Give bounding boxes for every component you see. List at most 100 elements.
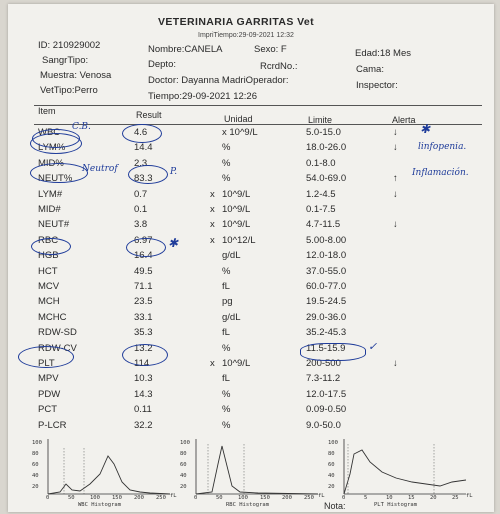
handwritten-wbc-note: C.B. xyxy=(72,122,91,132)
reference-limit: 4.7-11.5 xyxy=(306,219,341,231)
result-value: 0.1 xyxy=(134,204,148,215)
histogram-y-tick: 60 xyxy=(180,462,187,468)
reference-limit: 200-500 xyxy=(306,358,341,369)
unit-multiplier: x xyxy=(210,204,215,215)
table-row: HCT 49.5% 37.0-55.0 xyxy=(8,266,494,281)
histogram-x-tick: 100 xyxy=(238,495,248,501)
result-value: 23.5 xyxy=(134,296,153,308)
histogram-title: RBC Histogram xyxy=(226,502,270,508)
unit-value: 10^9/L xyxy=(222,358,251,369)
reference-limit: 37.0-55.0 xyxy=(306,265,347,277)
result-value: 49.5 xyxy=(134,265,153,277)
reference-limit: 18.0-26.0 xyxy=(306,142,347,154)
unit-value: 10^9/L xyxy=(222,204,251,215)
lym-circle xyxy=(30,133,82,154)
handwritten-check: ✓ xyxy=(368,340,378,353)
rbc-histogram xyxy=(195,439,319,495)
vet-type: VetTipo:Perro xyxy=(40,85,98,96)
table-row: HGB 16.4 g/dL 12.0-18.0 xyxy=(8,250,494,265)
alert-flag: ↓ xyxy=(393,127,398,138)
handwritten-star-wbc: ✱ xyxy=(420,122,431,136)
unit-multiplier: x xyxy=(210,358,215,369)
table-row: RBC 6.97 x 10^12/L 5.00-8.00 xyxy=(8,235,494,250)
histogram-x-unit: fL xyxy=(466,493,473,499)
result-value: 14.4 xyxy=(134,142,153,154)
reference-limit: 0.1-7.5 xyxy=(306,204,336,215)
item-name: PDW xyxy=(38,388,61,400)
unit-value: fL xyxy=(222,327,230,339)
histogram-title: PLT Histogram xyxy=(374,502,418,508)
result-value: 0.11 xyxy=(134,404,152,416)
col-limit: Limite xyxy=(308,115,333,125)
result-value: 2.3 xyxy=(134,157,148,169)
item-name: HGB xyxy=(38,250,59,262)
unit-value: % xyxy=(222,388,231,400)
print-time: ImpriTiempo:29-09-2021 12:32 xyxy=(198,32,294,39)
histogram-y-tick: 20 xyxy=(32,484,39,490)
patient-age: Edad:18 Mes xyxy=(355,48,411,59)
histogram-x-tick: 15 xyxy=(408,495,415,501)
table-row: NEUT# 3.8 x 10^9/L 4.7-11.5 ↓ xyxy=(8,219,494,234)
unit-multiplier: x xyxy=(210,234,215,246)
histogram-y-tick: 80 xyxy=(328,451,335,457)
reference-limit: 19.5-24.5 xyxy=(306,296,347,308)
table-row: RDW-SD 35.3 fL 35.2-45.3 xyxy=(8,327,494,342)
unit-value: % xyxy=(222,404,231,416)
table-row: MCHC 33.1 g/dL 29.0-36.0 xyxy=(8,312,494,327)
histogram-y-tick: 80 xyxy=(32,451,39,457)
table-row: PLT 114 x 10^9/L 200-500 ↓ xyxy=(8,358,494,373)
histogram-x-tick: 20 xyxy=(430,495,437,501)
unit-value: % xyxy=(222,265,231,277)
plt-circle xyxy=(18,346,74,368)
department: Depto: xyxy=(148,59,176,70)
alert-flag: ↑ xyxy=(393,173,398,185)
table-row: MPV 10.3 fL 7.3-11.2 xyxy=(8,373,494,388)
unit-value: % xyxy=(222,419,231,431)
unit-value: g/dL xyxy=(222,250,241,262)
record-number: RcrdNo.: xyxy=(260,61,298,72)
unit-value: % xyxy=(222,157,231,169)
histogram-x-tick: 25 xyxy=(452,495,459,501)
sample-type: Muestra: Venosa xyxy=(40,70,112,81)
patient-sex: Sexo: F xyxy=(254,44,287,55)
histogram-x-tick: 0 xyxy=(342,495,346,501)
histogram-y-tick: 100 xyxy=(328,440,338,446)
patient-name: Nombre:CANELA xyxy=(148,44,223,55)
histogram-x-tick: 5 xyxy=(364,495,368,501)
item-name: PCT xyxy=(38,404,57,416)
unit-value: fL xyxy=(222,281,230,292)
footer-note: Nota: xyxy=(324,501,346,511)
unit-multiplier: x xyxy=(210,188,215,200)
item-name: MCH xyxy=(38,296,60,308)
columns-divider xyxy=(34,124,482,125)
reference-limit: 9.0-50.0 xyxy=(306,419,341,431)
plt-limit-box xyxy=(300,343,366,361)
doctor-operator: Doctor: Dayanna MadriOperador: xyxy=(148,75,289,86)
hgb-underline xyxy=(31,238,71,255)
reference-limit: 7.3-11.2 xyxy=(306,373,341,385)
reference-limit: 35.2-45.3 xyxy=(306,327,347,339)
neut-circle xyxy=(30,163,88,183)
histogram-y-tick: 40 xyxy=(328,473,335,479)
histogram-x-tick: 200 xyxy=(134,495,144,501)
reference-limit: 12.0-17.5 xyxy=(306,388,347,400)
histogram-x-tick: 200 xyxy=(282,495,292,501)
histogram-y-tick: 60 xyxy=(32,462,39,468)
unit-value: fL xyxy=(222,373,230,385)
unit-value: 10^9/L xyxy=(222,219,251,231)
result-value: 35.3 xyxy=(134,327,153,339)
alert-flag: ↓ xyxy=(393,142,398,154)
unit-value: 10^9/L xyxy=(222,188,251,200)
result-value: 33.1 xyxy=(134,311,153,323)
table-row: PDW 14.3% 12.0-17.5 xyxy=(8,389,494,404)
lab-report-sheet: VETERINARIA GARRITAS Vet ImpriTiempo:29-… xyxy=(8,4,494,512)
histogram-x-tick: 0 xyxy=(194,495,198,501)
unit-value: g/dL xyxy=(222,311,241,323)
col-result: Result xyxy=(136,110,162,120)
result-value: 3.8 xyxy=(134,219,148,231)
histogram-y-tick: 60 xyxy=(328,462,335,468)
histogram-y-tick: 20 xyxy=(328,484,335,490)
reference-limit: 0.09-0.50 xyxy=(306,404,347,416)
plt-result-circle xyxy=(122,344,168,366)
col-item: Item xyxy=(38,106,56,116)
